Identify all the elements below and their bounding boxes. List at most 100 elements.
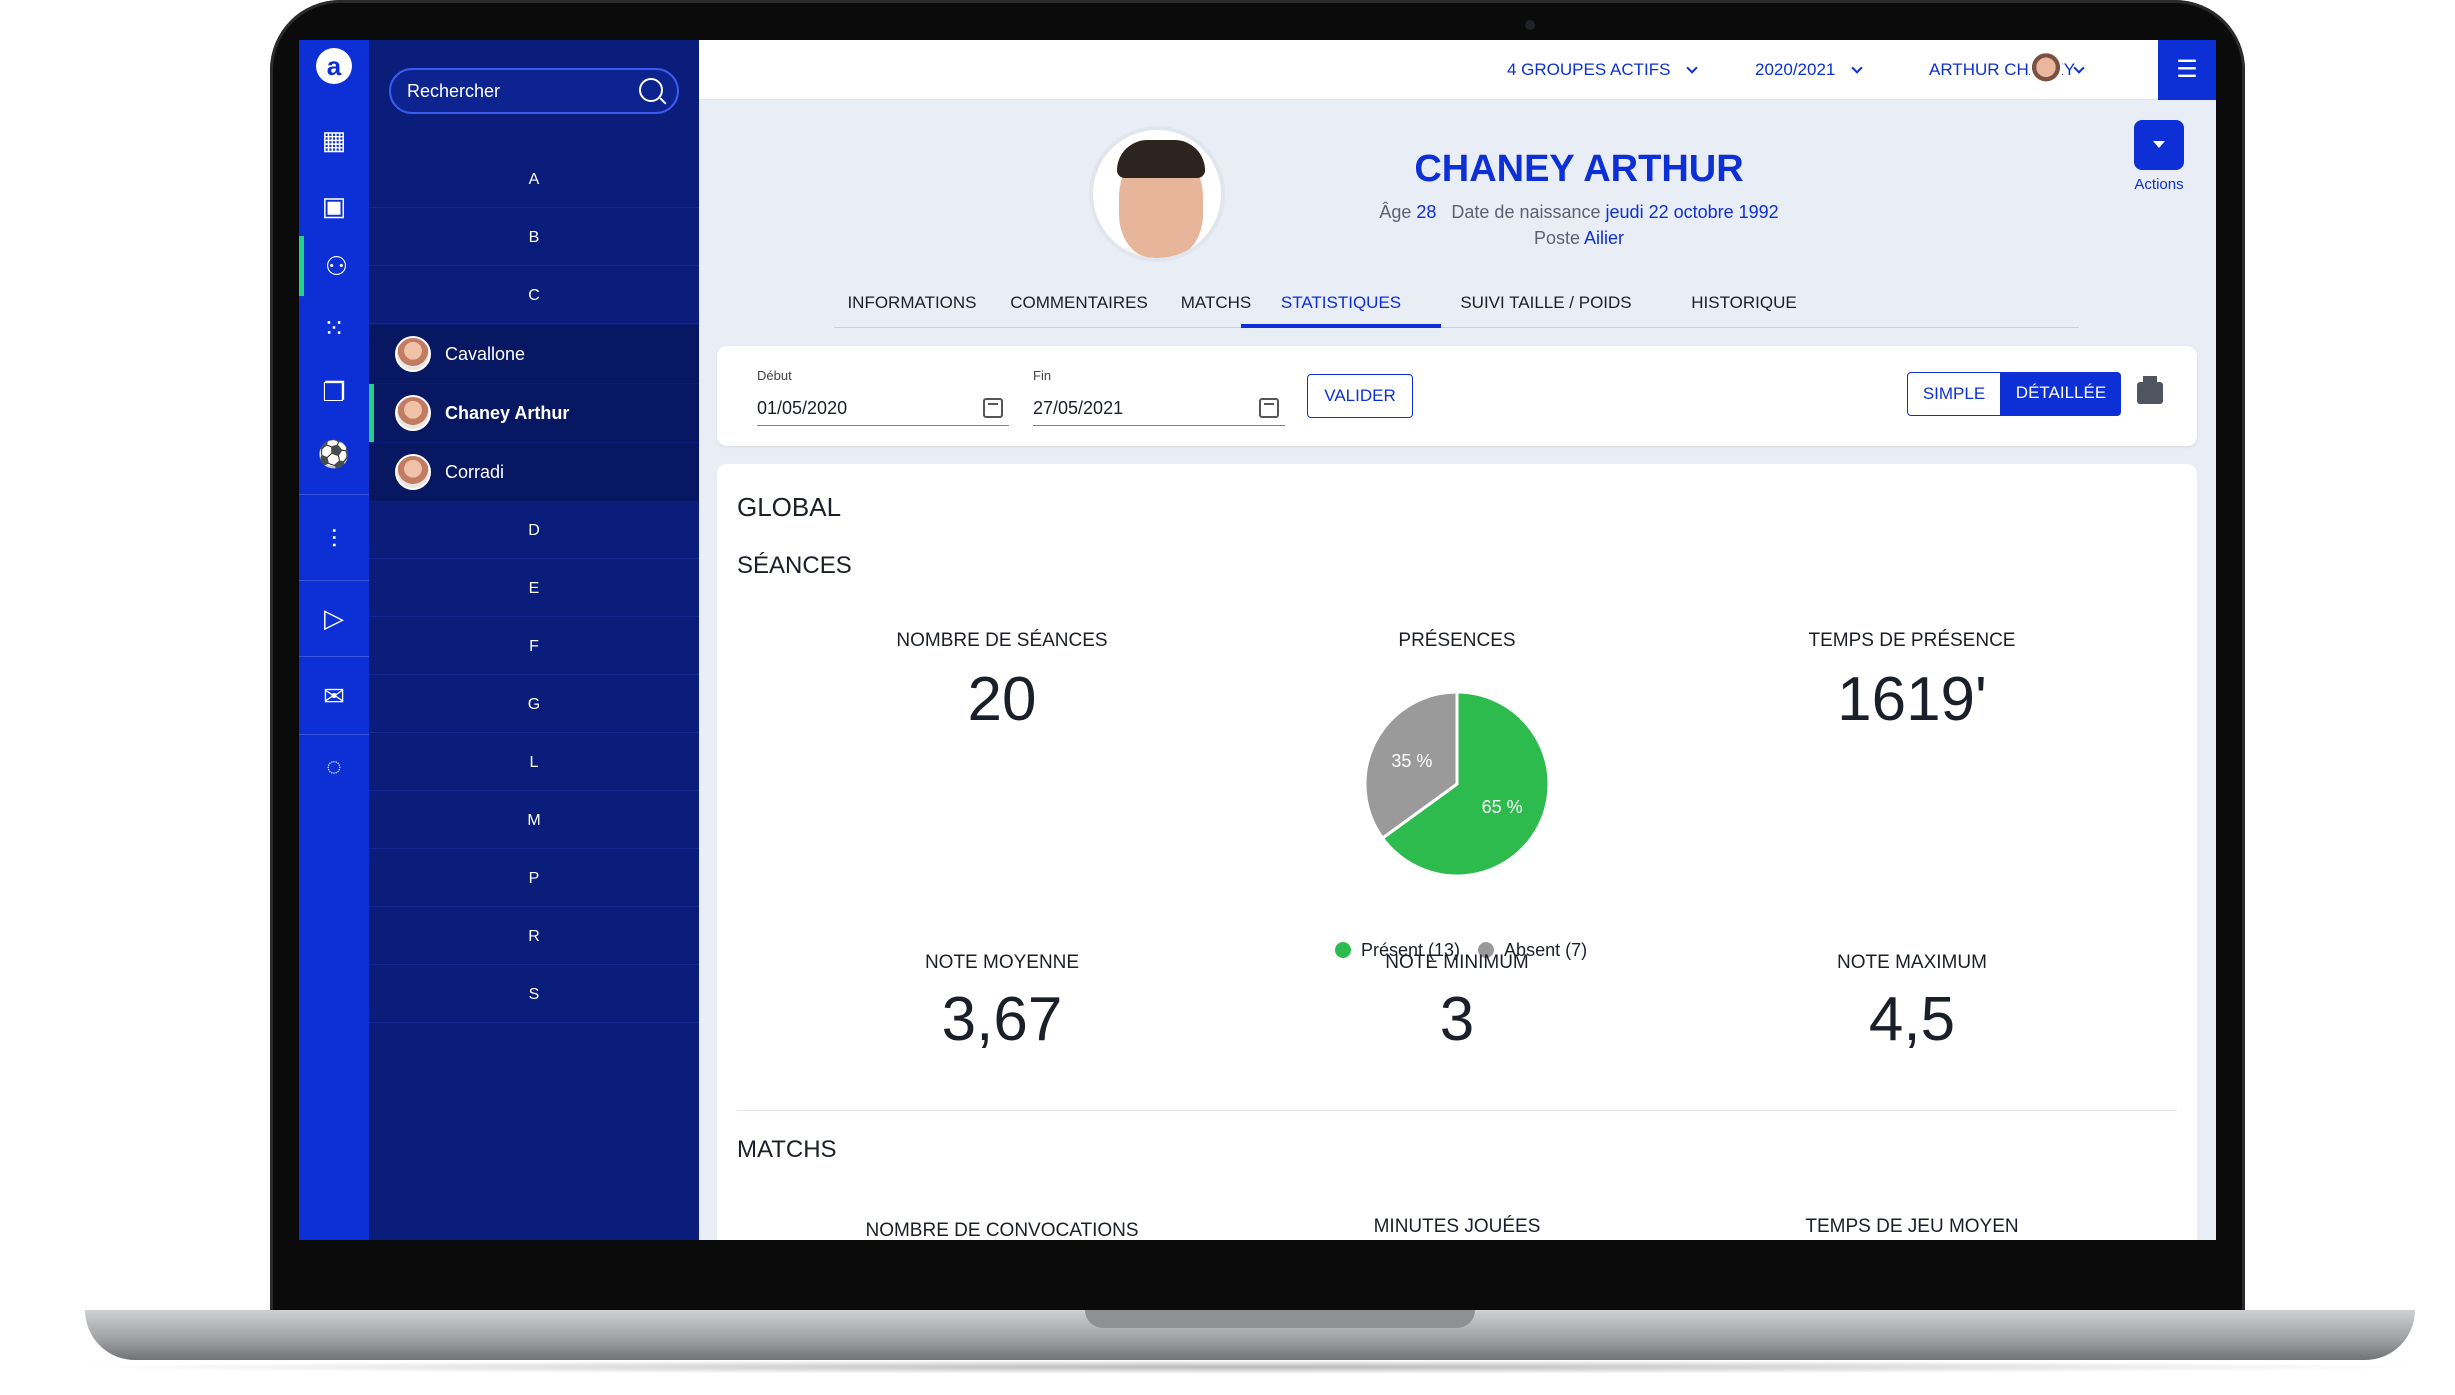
legend-label: Absent (7) bbox=[1504, 940, 1588, 960]
calendar-icon[interactable] bbox=[983, 398, 1003, 418]
end-date-value: 27/05/2021 bbox=[1033, 398, 1124, 418]
legend-item-1[interactable]: Absent (7) bbox=[1478, 940, 1587, 960]
presence-time-value: 1619' bbox=[1837, 665, 1987, 734]
rail-divider bbox=[299, 580, 369, 581]
simple-view-button[interactable]: SIMPLE bbox=[1907, 372, 2001, 416]
minutes-played-label: MINUTES JOUÉES bbox=[1373, 1216, 1541, 1237]
min-grade-value: 3 bbox=[1439, 985, 1475, 1054]
end-date-label: Fin bbox=[1033, 368, 1052, 383]
convocations-label: NOMBRE DE CONVOCATIONS bbox=[865, 1220, 1139, 1240]
letter-header-m[interactable]: M bbox=[369, 793, 699, 849]
avg-grade-value: 3,67 bbox=[941, 985, 1063, 1054]
pie-slice-label-1: 35 % bbox=[1391, 751, 1432, 771]
letter-header-l[interactable]: L bbox=[369, 735, 699, 791]
global-title: GLOBAL bbox=[737, 492, 842, 522]
player-photo bbox=[1089, 126, 1225, 262]
tab-matchs[interactable]: MATCHS bbox=[1180, 293, 1252, 312]
start-date-field[interactable]: 01/05/2020 bbox=[757, 390, 1009, 426]
letter-header-b[interactable]: B bbox=[369, 210, 699, 266]
presence-pie-chart: 65 % 35 % bbox=[1363, 690, 1551, 878]
chevron-down-icon bbox=[1686, 62, 1699, 74]
letter-header-g[interactable]: G bbox=[369, 677, 699, 733]
dashboard-icon[interactable]: ▦ bbox=[321, 124, 347, 155]
pie-slice-label-0: 65 % bbox=[1482, 797, 1523, 817]
rail-divider bbox=[299, 494, 369, 495]
letter-header-c[interactable]: C bbox=[369, 268, 699, 324]
tab-informations-globales[interactable]: INFORMATIONS GLOBALES bbox=[847, 293, 977, 362]
video-icon[interactable]: ▷ bbox=[324, 602, 344, 633]
rail-divider bbox=[299, 734, 369, 735]
sessions-count-value: 20 bbox=[967, 665, 1037, 734]
mail-icon[interactable]: ✉ bbox=[323, 680, 345, 711]
detailed-view-button[interactable]: DÉTAILLÉE bbox=[2001, 372, 2121, 416]
stats-icon[interactable]: ⫶ bbox=[330, 524, 338, 554]
tactics-icon[interactable]: ⁙ bbox=[323, 312, 345, 343]
tab-suivi-taille-poids[interactable]: SUIVI TAILLE / POIDS bbox=[1460, 293, 1632, 312]
validate-button[interactable]: VALIDER bbox=[1307, 374, 1413, 418]
app-logo[interactable]: a bbox=[316, 48, 352, 84]
filters-settings-icon[interactable]: ☰ bbox=[2158, 40, 2216, 100]
chevron-down-icon bbox=[1851, 62, 1864, 74]
jersey-icon[interactable]: ⚇ bbox=[299, 236, 369, 296]
dob-label: Date de naissance bbox=[1451, 202, 1601, 222]
user-avatar[interactable] bbox=[2029, 52, 2063, 86]
end-date-field[interactable]: 27/05/2021 bbox=[1033, 390, 1285, 426]
letter-header-f[interactable]: F bbox=[369, 619, 699, 675]
letter-header-s[interactable]: S bbox=[369, 967, 699, 1023]
ball-icon[interactable]: ⚽ bbox=[317, 438, 351, 469]
calendar-icon[interactable]: ▣ bbox=[321, 190, 347, 221]
search-icon[interactable] bbox=[639, 78, 663, 102]
calendar-icon[interactable] bbox=[1259, 398, 1279, 418]
print-icon[interactable] bbox=[2137, 376, 2163, 404]
player-name: Corradi bbox=[445, 461, 505, 482]
pie-slice-1[interactable] bbox=[1363, 690, 1459, 841]
section-divider bbox=[737, 1110, 2177, 1111]
tab-historique[interactable]: HISTORIQUE bbox=[1691, 293, 1797, 312]
position-label: Poste bbox=[1533, 228, 1580, 248]
min-grade-label: NOTE MINIMUM bbox=[1385, 952, 1529, 973]
season-label: 2020/2021 bbox=[1755, 60, 1836, 79]
tab-commentaires[interactable]: COMMENTAIRES bbox=[1010, 293, 1148, 312]
documents-icon[interactable]: ❐ bbox=[322, 376, 346, 407]
max-grade-value: 4,5 bbox=[1868, 985, 1956, 1054]
legend-item-0[interactable]: Présent (13) bbox=[1335, 940, 1460, 960]
dob-value: jeudi 22 octobre 1992 bbox=[1605, 202, 1779, 222]
avatar bbox=[395, 395, 431, 431]
photo-hair bbox=[1117, 140, 1205, 178]
profile-tabs: INFORMATIONS GLOBALES COMMENTAIRES MATCH… bbox=[834, 278, 2079, 362]
letter-header-e[interactable]: E bbox=[369, 561, 699, 617]
letter-header-d[interactable]: D bbox=[369, 503, 699, 559]
player-info-line-1: Âge 28 Date de naissance jeudi 22 octobr… bbox=[1299, 202, 1859, 223]
player-row-corradi[interactable]: Corradi bbox=[369, 443, 699, 501]
age-value: 28 bbox=[1416, 202, 1437, 222]
player-row-chaney-arthur[interactable]: Chaney Arthur bbox=[369, 384, 699, 442]
player-row-cavallone[interactable]: Cavallone bbox=[369, 325, 699, 383]
player-name-title: CHANEY ARTHUR bbox=[1414, 148, 1744, 190]
avatar bbox=[395, 336, 431, 372]
laptop-notch bbox=[1085, 1310, 1475, 1328]
user-menu-chevron[interactable] bbox=[2057, 40, 2085, 100]
letter-header-p[interactable]: P bbox=[369, 851, 699, 907]
tab-statistiques[interactable]: STATISTIQUES bbox=[1241, 278, 1441, 328]
presence-label: PRÉSENCES bbox=[1398, 630, 1516, 651]
pie-slice-0[interactable] bbox=[1380, 690, 1551, 878]
camera-dot bbox=[1525, 20, 1535, 30]
sessions-count-label: NOMBRE DE SÉANCES bbox=[896, 630, 1108, 651]
groups-label: 4 GROUPES ACTIFS bbox=[1507, 60, 1671, 79]
search-placeholder: Rechercher bbox=[407, 81, 501, 101]
chat-icon[interactable]: ◌ bbox=[326, 750, 342, 781]
player-name: Cavallone bbox=[445, 343, 526, 364]
search-input[interactable]: Rechercher bbox=[389, 68, 679, 114]
avg-grade-label: NOTE MOYENNE bbox=[924, 952, 1080, 973]
letter-header-a[interactable]: A bbox=[369, 152, 699, 208]
chevron-down-icon bbox=[2073, 62, 2085, 74]
actions-label: Actions bbox=[2134, 176, 2184, 193]
start-date-label: Début bbox=[757, 368, 792, 383]
legend-dot bbox=[1335, 942, 1351, 958]
groups-dropdown[interactable]: 4 GROUPES ACTIFS bbox=[1507, 40, 1699, 100]
actions-button[interactable] bbox=[2134, 120, 2184, 170]
season-dropdown[interactable]: 2020/2021 bbox=[1755, 40, 1864, 100]
player-name: Chaney Arthur bbox=[445, 402, 570, 423]
letter-header-r[interactable]: R bbox=[369, 909, 699, 965]
player-info-line-2: Poste Ailier bbox=[1299, 228, 1859, 249]
